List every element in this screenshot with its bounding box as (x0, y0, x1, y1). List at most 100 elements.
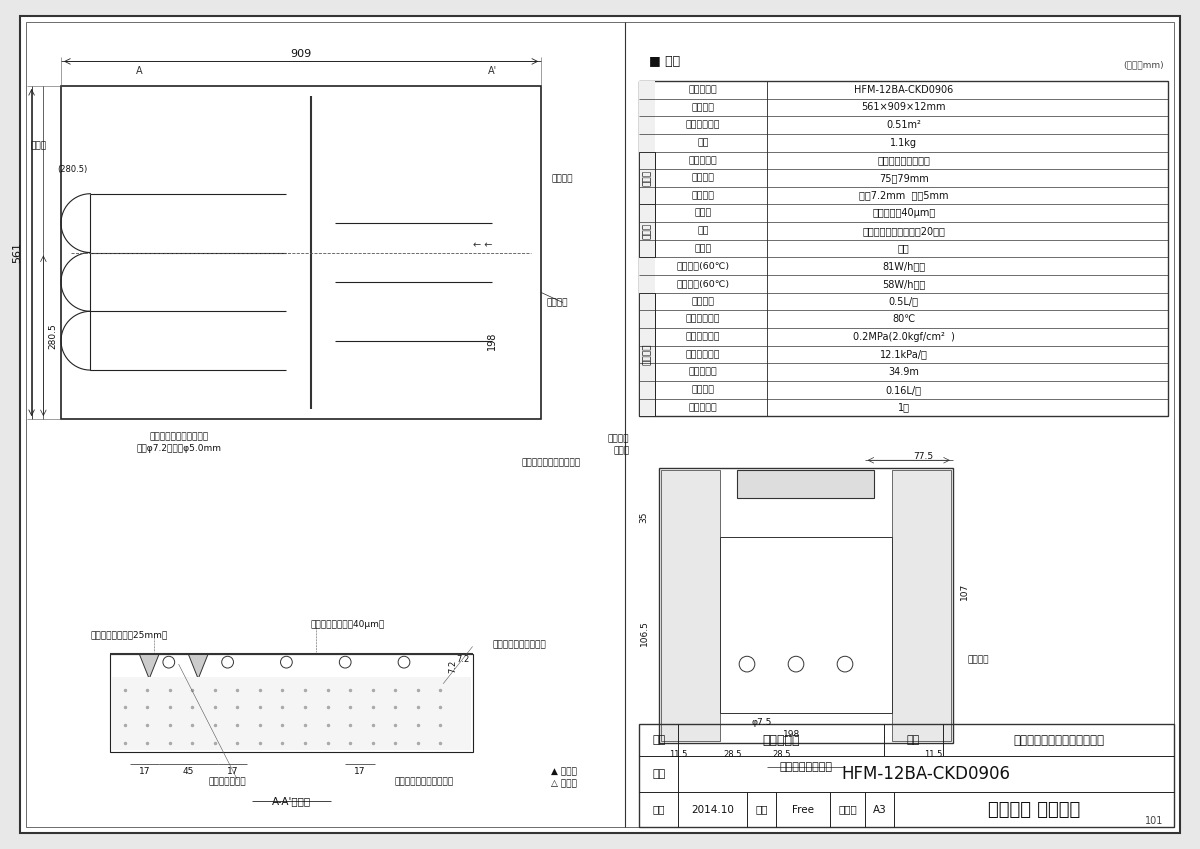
Bar (640, 81, 1169, 416)
Text: 280.5: 280.5 (49, 323, 58, 349)
Text: 17: 17 (227, 767, 239, 776)
Text: △ 谷折り: △ 谷折り (551, 779, 577, 788)
Text: 0.51m²: 0.51m² (887, 120, 922, 130)
Text: HFM-12BA-CKD0906: HFM-12BA-CKD0906 (854, 85, 954, 95)
Text: 外径φ7.2・内径φ5.0mm: 外径φ7.2・内径φ5.0mm (136, 444, 221, 453)
Text: (単位：mm): (単位：mm) (1123, 59, 1164, 69)
Text: 暖房能力(60℃): 暖房能力(60℃) (677, 279, 730, 289)
Text: 80℃: 80℃ (892, 314, 916, 324)
Text: A3: A3 (872, 805, 886, 815)
Text: 28.5: 28.5 (724, 750, 742, 759)
Text: ← ←: ← ← (473, 239, 492, 250)
Bar (737, 470, 875, 498)
Text: アルミ箔（40μm）: アルミ箔（40μm） (872, 208, 936, 218)
Text: (280.5): (280.5) (58, 165, 88, 174)
Text: 小根太溝数: 小根太溝数 (689, 402, 718, 412)
Bar (112, 677, 470, 751)
Text: 小根太入りハード温水マット: 小根太入りハード温水マット (1013, 734, 1104, 746)
Text: 表面材（アルミ箔40μm）: 表面材（アルミ箔40μm） (310, 621, 384, 629)
Text: 0.2MPa(2.0kgf/cm²  ): 0.2MPa(2.0kgf/cm² ) (853, 332, 955, 342)
Text: 45: 45 (182, 767, 194, 776)
Text: 保有水量: 保有水量 (691, 385, 714, 394)
Text: 外形寸法: 外形寸法 (691, 103, 714, 112)
Text: 58W/h・枚: 58W/h・枚 (882, 278, 925, 289)
Text: 75〜79mm: 75〜79mm (878, 173, 929, 183)
Text: なし: なし (898, 244, 910, 254)
Text: 2014.10: 2014.10 (691, 805, 734, 815)
Text: 外形寸法図: 外形寸法図 (762, 734, 800, 746)
Text: ヘッダー: ヘッダー (546, 298, 568, 307)
Text: ヘッダー: ヘッダー (608, 434, 630, 443)
Text: ヘッダー部詳細図: ヘッダー部詳細図 (779, 762, 833, 772)
Text: 12.1kPa/枚: 12.1kPa/枚 (880, 350, 928, 359)
Text: 561: 561 (12, 242, 22, 263)
Text: バンド: バンド (613, 446, 630, 455)
Text: 7.2: 7.2 (456, 655, 469, 664)
Text: A: A (136, 66, 143, 76)
Text: 作成: 作成 (653, 805, 665, 815)
Text: 架橋ポリエチレンパイプ: 架橋ポリエチレンパイプ (149, 432, 208, 441)
Bar (659, 468, 953, 743)
Text: ＰＴ相当長: ＰＴ相当長 (689, 368, 718, 377)
Circle shape (398, 656, 410, 668)
Text: サイズ: サイズ (838, 805, 857, 815)
Text: 17: 17 (138, 767, 150, 776)
Text: 0.5L/分: 0.5L/分 (889, 296, 919, 306)
Text: 裏面材: 裏面材 (695, 245, 712, 253)
Text: 表面材: 表面材 (695, 209, 712, 218)
Text: HFM-12BA-CKD0906: HFM-12BA-CKD0906 (842, 765, 1010, 784)
Bar (640, 724, 1175, 827)
Text: 35: 35 (640, 511, 649, 523)
Text: 34.9m: 34.9m (888, 367, 919, 377)
Text: 7.2: 7.2 (449, 660, 457, 672)
Text: 198: 198 (487, 331, 497, 350)
Text: 質量: 質量 (697, 138, 709, 147)
Bar (61, 86, 541, 419)
Text: 管サイズ: 管サイズ (691, 191, 714, 200)
Text: 1.1kg: 1.1kg (890, 138, 917, 148)
Circle shape (222, 656, 234, 668)
Polygon shape (139, 655, 158, 679)
Text: Free: Free (792, 805, 815, 815)
Text: 最高使用圧力: 最高使用圧力 (685, 332, 720, 341)
Text: フォームポリスチレン: フォームポリスチレン (492, 640, 546, 649)
Text: リンナイ 株式会社: リンナイ 株式会社 (988, 801, 1080, 818)
Text: A': A' (487, 66, 497, 76)
Text: 81W/h・枚: 81W/h・枚 (882, 261, 925, 271)
Text: 107: 107 (960, 583, 970, 600)
Text: 材質・材料: 材質・材料 (689, 156, 718, 165)
Circle shape (281, 656, 293, 668)
Text: 198: 198 (782, 730, 799, 739)
Text: ポリスチレン発泡体（20倍）: ポリスチレン発泡体（20倍） (863, 226, 946, 236)
Text: 架橋ポリエチレンパイプ: 架橋ポリエチレンパイプ (521, 458, 581, 468)
Text: 設計関係: 設計関係 (642, 344, 652, 365)
Polygon shape (188, 655, 208, 679)
Text: 561×909×12mm: 561×909×12mm (862, 103, 946, 112)
Circle shape (163, 656, 175, 668)
Text: 架橋ポリエチレン管: 架橋ポリエチレン管 (877, 155, 930, 166)
Text: マット: マット (642, 223, 652, 239)
Text: 有効放熱面積: 有効放熱面積 (685, 121, 720, 130)
Bar (720, 537, 892, 713)
Text: 11.5: 11.5 (670, 750, 688, 759)
Bar (640, 205, 655, 257)
Bar (640, 293, 655, 416)
Text: 106.5: 106.5 (640, 620, 649, 646)
Bar (640, 152, 655, 205)
Text: 基材: 基材 (697, 227, 709, 235)
Text: ▲ 山折り: ▲ 山折り (551, 767, 577, 776)
Text: 最高使用温度: 最高使用温度 (685, 315, 720, 323)
Text: 名称・型式: 名称・型式 (689, 86, 718, 94)
Text: 小小根太: 小小根太 (551, 175, 572, 183)
Bar (661, 470, 720, 740)
Text: 77.5: 77.5 (913, 452, 934, 461)
Text: 外径7.2mm  内径5mm: 外径7.2mm 内径5mm (859, 191, 948, 200)
Text: ■ 仕様: ■ 仕様 (649, 55, 680, 68)
Bar (640, 81, 655, 416)
Text: 投入熱量(60℃): 投入熱量(60℃) (677, 261, 730, 271)
Bar (892, 470, 950, 740)
Text: 品名: 品名 (907, 735, 920, 745)
Text: A-A'詳細図: A-A'詳細図 (271, 796, 311, 807)
Text: 11.5: 11.5 (924, 750, 942, 759)
Circle shape (340, 656, 352, 668)
